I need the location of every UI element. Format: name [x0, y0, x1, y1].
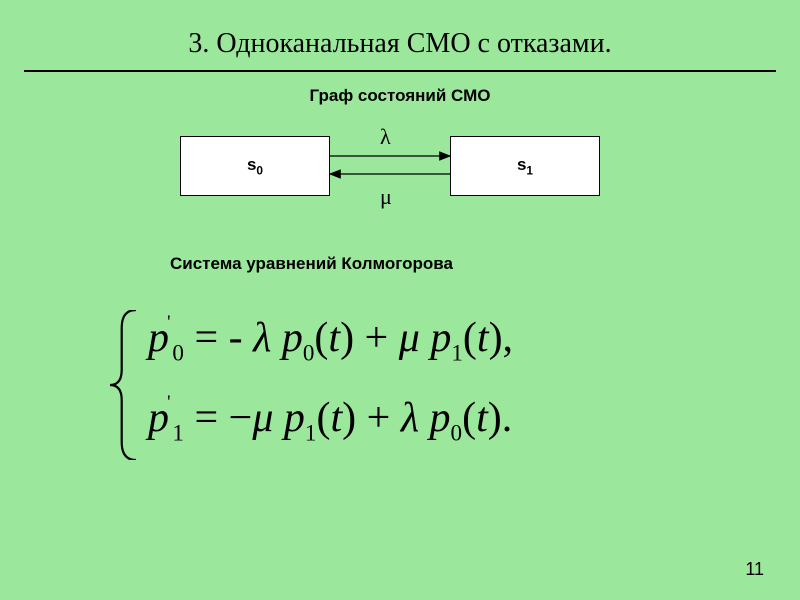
lambda-label: λ [380, 124, 391, 150]
eq1-lambda: λ p [243, 315, 303, 361]
eq2-minus: − [229, 395, 253, 441]
kolmogorov-equations: p'0 = - λ p0(t) + μ p1(t), p'1 = −μ p1(t… [110, 304, 710, 484]
state-graph: s0 s1 λ μ [0, 116, 800, 246]
equation-line-2: p'1 = −μ p1(t) + λ p0(t). [148, 394, 512, 446]
slide: 3. Одноканальная СМО с отказами. Граф со… [0, 0, 800, 600]
eq1-lhs-p: p [148, 315, 169, 361]
eq1-t2: ( [463, 315, 477, 361]
eq2-mu: μ p [252, 395, 305, 441]
eq1-minus: - [229, 315, 243, 361]
eq1-t1: ( [314, 315, 328, 361]
equation-brace [110, 310, 136, 460]
eq2-p1sub: 1 [305, 419, 317, 445]
eq1-tvar2: t [477, 315, 489, 361]
eq2-t2: ( [462, 395, 476, 441]
transition-arrows [0, 116, 800, 246]
title-underline [24, 70, 776, 72]
eq2-tvar1: t [330, 395, 342, 441]
eq2-end: ). [488, 395, 513, 441]
eq2-t1c: ) + [342, 395, 401, 441]
eq2-prime: ' [167, 392, 170, 413]
equation-line-1: p'0 = - λ p0(t) + μ p1(t), [148, 314, 513, 366]
eq1-end: ), [489, 315, 514, 361]
eq1-t1c: ) + [340, 315, 399, 361]
eq1-lhs-sub: 0 [172, 339, 184, 365]
eq2-t1: ( [316, 395, 330, 441]
eq2-p0sub: 0 [451, 419, 463, 445]
graph-subtitle: Граф состояний СМО [0, 86, 800, 106]
eq2-lhs-p: p [148, 395, 169, 441]
page-number: 11 [745, 559, 764, 580]
eq1-eq: = [184, 315, 229, 361]
eq2-lambda: λ p [401, 395, 451, 441]
eq2-tvar2: t [476, 395, 488, 441]
mu-label: μ [380, 184, 392, 210]
eq1-tvar1: t [328, 315, 340, 361]
eq1-p1sub: 1 [451, 339, 463, 365]
eq2-eq: = [184, 395, 229, 441]
eq1-prime: ' [167, 312, 170, 333]
equations-subtitle: Система уравнений Колмогорова [170, 254, 800, 274]
eq1-p0sub: 0 [303, 339, 315, 365]
slide-title: 3. Одноканальная СМО с отказами. [0, 0, 800, 60]
eq1-mu: μ p [399, 315, 452, 361]
eq2-lhs-sub: 1 [172, 419, 184, 445]
